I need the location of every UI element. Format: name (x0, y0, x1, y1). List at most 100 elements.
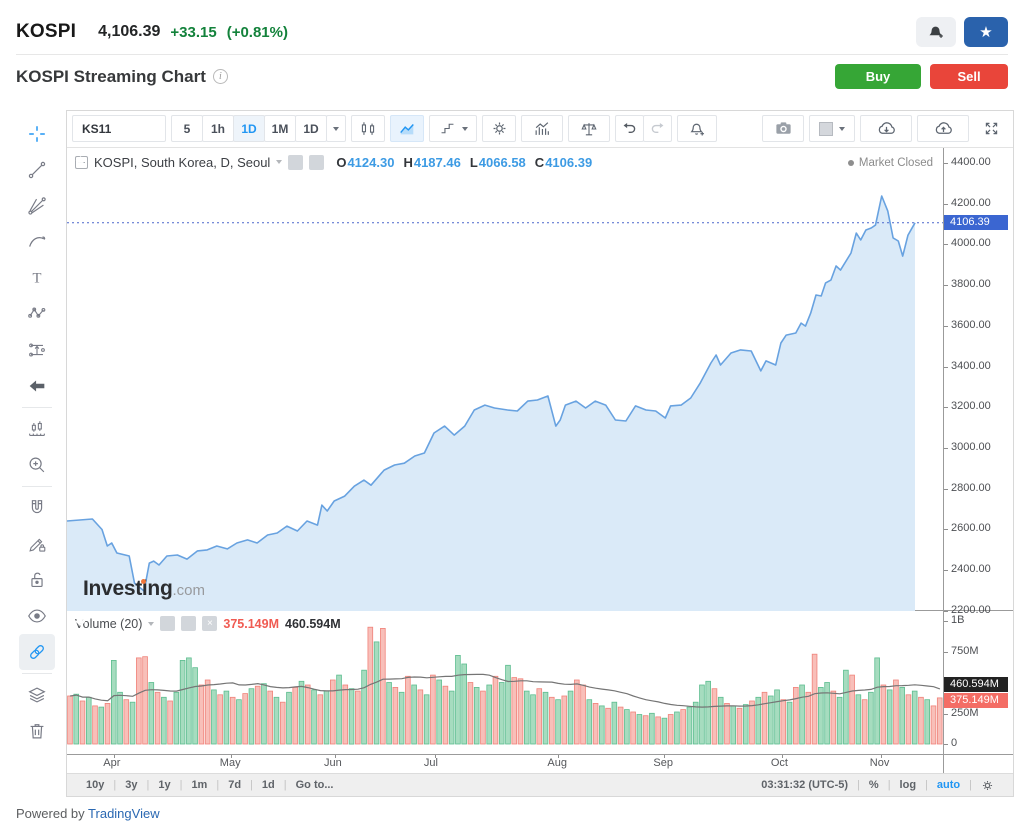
buy-button[interactable]: Buy (835, 64, 921, 89)
remove-drawings-trash-tool[interactable] (19, 713, 55, 749)
range-button-10y[interactable]: 10y (86, 779, 105, 792)
range-button-1y[interactable]: 1y (158, 779, 171, 792)
price-axis[interactable]: 4400.00 4200.00 4000.00 3800.00 3600.00 3400.… (943, 147, 1013, 616)
price-axis-label: 4400.00 (951, 155, 991, 168)
xabcd-pattern-tool[interactable] (19, 296, 55, 332)
range-buttons: 10y | 3y | 1y | 1m | 7d | 1d | Go to... (77, 779, 343, 791)
price-axis-tick (944, 448, 948, 450)
drawing-toolbar: T (12, 116, 62, 749)
tradingview-link[interactable]: TradingView (88, 806, 160, 821)
price-axis-label: 3000.00 (951, 441, 991, 454)
chevron-down-icon (461, 126, 468, 131)
background-color-button[interactable] (809, 115, 855, 143)
redo-button[interactable] (643, 115, 672, 143)
trend-line-tool[interactable] (19, 152, 55, 188)
time-axis-tick (781, 755, 783, 759)
area-style-button[interactable] (390, 115, 424, 143)
drawing-mode-lock-tool[interactable] (19, 526, 55, 562)
chevron-down-icon[interactable] (148, 621, 155, 626)
volume-axis-tick (944, 713, 948, 715)
fullscreen-button[interactable] (974, 115, 1008, 143)
indicators-button[interactable] (521, 115, 563, 143)
line-type-button[interactable] (429, 115, 477, 143)
price-axis-tick (944, 610, 948, 612)
interval-button-1m[interactable]: 1M (264, 115, 296, 143)
last-price: 4,106.39 (98, 23, 161, 40)
interval-dropdown-button[interactable] (326, 115, 346, 143)
percent-scale-button[interactable]: % (868, 779, 879, 792)
chart-settings-button[interactable] (482, 115, 516, 143)
time-axis-tick (335, 755, 337, 759)
text-tool[interactable]: T (19, 260, 55, 296)
legend-settings-button[interactable] (76, 154, 325, 170)
candlestick-style-button[interactable] (351, 115, 385, 143)
time-axis[interactable]: Apr May Jun Jul Aug Sep Oct Nov (67, 755, 943, 773)
brush-tool[interactable] (19, 224, 55, 260)
watchlist-star-button[interactable]: ★ (964, 17, 1008, 47)
long-position-tool[interactable] (19, 332, 55, 368)
volume-ma-badge: 460.594M (944, 677, 1008, 693)
create-alert-button[interactable] (916, 17, 956, 47)
range-button-3y[interactable]: 3y (125, 779, 138, 792)
volume-chart[interactable] (67, 611, 943, 754)
compare-button[interactable] (568, 115, 610, 143)
range-button-1d[interactable]: 1d (261, 779, 275, 792)
chart-widget: KS11 5 1h 1D 1M 1D (66, 110, 1014, 797)
interval-button-1d[interactable]: 1D (233, 115, 265, 143)
crosshair-tool[interactable] (19, 116, 55, 152)
volume-axis-label: 0 (951, 737, 958, 750)
hide-drawings-eye-tool[interactable] (19, 598, 55, 634)
high-value: 4187.46 (413, 154, 461, 170)
object-tree-layers-tool[interactable] (19, 677, 55, 713)
auto-scale-button[interactable]: auto (936, 779, 961, 792)
info-icon[interactable]: i (212, 69, 228, 84)
magnet-tool[interactable] (19, 490, 55, 526)
undo-button[interactable] (615, 115, 644, 143)
interval-button-5[interactable]: 5 (171, 115, 203, 143)
range-button-7d[interactable]: 7d (228, 779, 242, 792)
chevron-down-icon (333, 126, 339, 131)
volume-current-value: 375.149M (223, 616, 280, 631)
zoom-in-tool[interactable] (19, 447, 55, 483)
volume-settings-button[interactable] (76, 616, 197, 632)
symbol-name: KOSPI (16, 21, 77, 42)
price-axis-tick (944, 488, 948, 490)
undo-icon (621, 120, 638, 137)
price-axis-label: 4200.00 (951, 196, 991, 209)
chevron-down-icon[interactable] (276, 160, 283, 165)
time-axis-tick (230, 755, 232, 759)
volume-axis-label: 750M (951, 645, 979, 658)
symbol-search-input[interactable]: KS11 (72, 115, 166, 143)
sync-drawings-link-tool[interactable] (19, 634, 55, 670)
clock-label[interactable]: 03:31:32 (UTC-5) (761, 779, 849, 792)
volume-close-button[interactable]: × (202, 616, 218, 632)
save-chart-button[interactable] (917, 115, 969, 143)
bars-pattern-tool[interactable] (19, 411, 55, 447)
gann-fib-tool[interactable] (19, 188, 55, 224)
sell-button[interactable]: Sell (930, 64, 1008, 89)
cloud-upload-icon (933, 118, 954, 139)
legend-eye-button[interactable] (75, 154, 304, 170)
arrow-marker-tool[interactable] (19, 368, 55, 404)
footer: Powered by TradingView (16, 806, 160, 821)
alert-bell-button[interactable] (677, 115, 717, 143)
volume-axis[interactable]: 1B 750M 250M 0 460.594M 375.149M (943, 611, 1013, 755)
interval-button-1d[interactable]: 1D (295, 115, 327, 143)
range-button-1m[interactable]: 1m (191, 779, 208, 792)
interval-button-1h[interactable]: 1h (202, 115, 234, 143)
load-chart-button[interactable] (860, 115, 912, 143)
volume-eye-button[interactable] (75, 616, 176, 632)
price-axis-tick (944, 162, 948, 164)
chart-toolbar: KS11 5 1h 1D 1M 1D (67, 111, 1013, 148)
svg-text:T: T (33, 271, 42, 287)
redo-icon (649, 120, 666, 137)
scale-settings-button[interactable] (972, 779, 1003, 792)
price-chart[interactable] (67, 148, 943, 611)
screenshot-camera-button[interactable] (762, 115, 804, 143)
camera-icon (774, 119, 793, 138)
log-scale-button[interactable]: log (899, 779, 917, 792)
close-value: 4106.39 (545, 154, 593, 170)
lock-all-drawings-tool[interactable] (19, 562, 55, 598)
range-button-go-to-[interactable]: Go to... (295, 779, 334, 792)
